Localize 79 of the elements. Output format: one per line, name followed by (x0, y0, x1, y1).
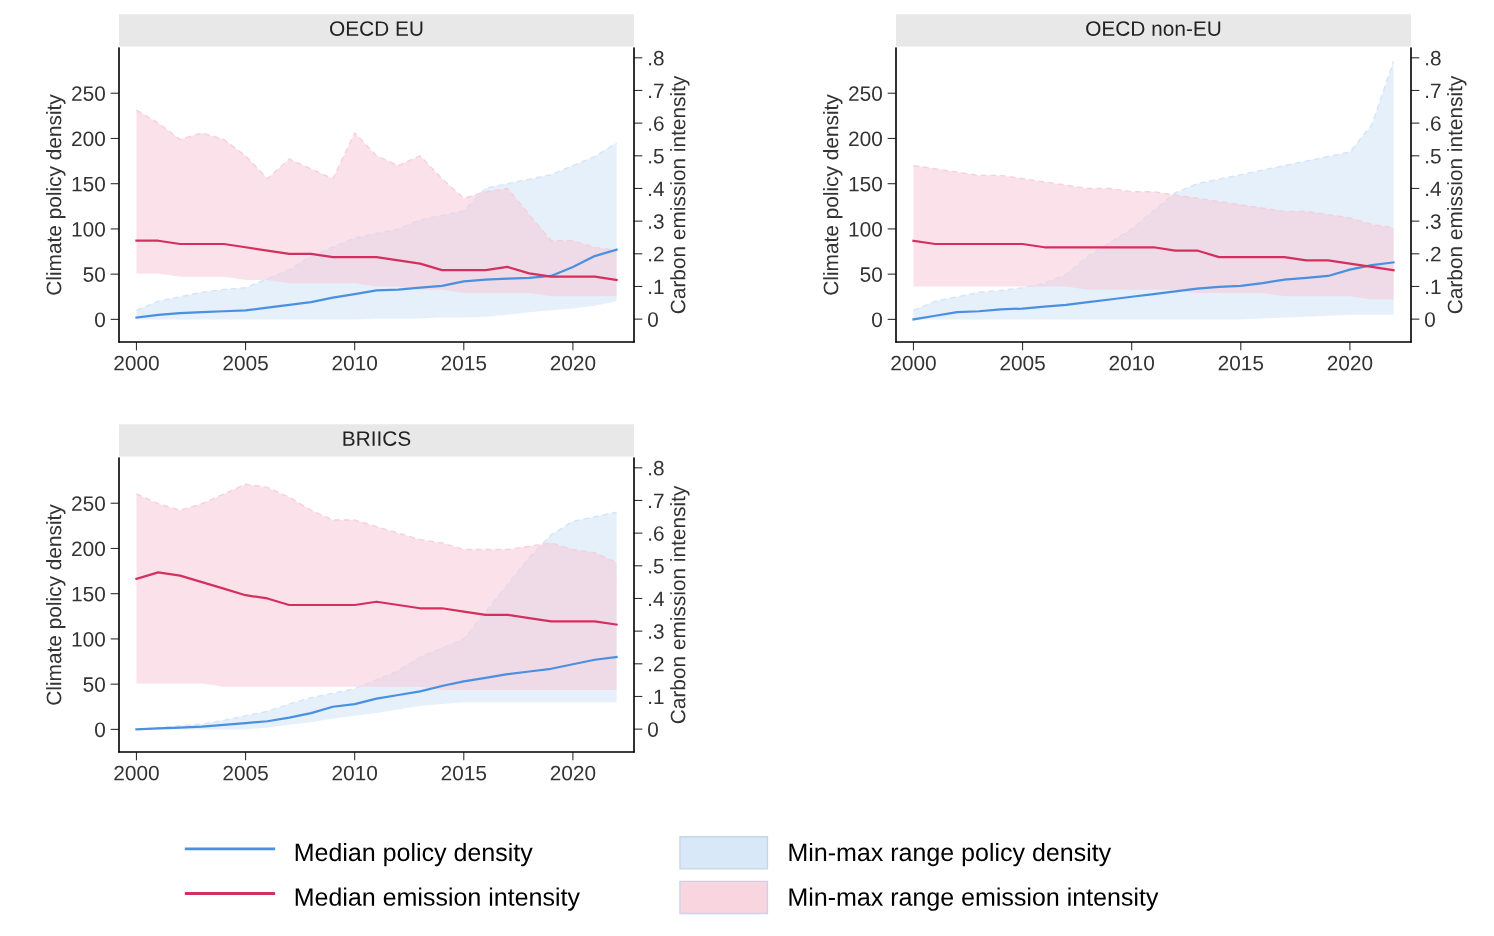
chart-title: BRIICS (343, 431, 411, 446)
x-tick-label: 2000 (891, 355, 936, 371)
x-tick-label: 2005 (223, 355, 268, 371)
legend-label: Min-max range emission intensity (789, 887, 1159, 911)
x-tick-label: 2020 (550, 355, 596, 371)
y2-tick-label: 0 (1425, 312, 1435, 327)
y2-axis-title: Carbon emission intensity (670, 75, 690, 314)
y2-axis-title: Carbon emission intensity (1447, 75, 1467, 314)
chart-title: OECD EU (330, 21, 423, 36)
legend-label: Median policy density (295, 842, 533, 867)
y2-tick-label: .8 (1426, 50, 1441, 66)
y2-tick-label: .5 (1426, 149, 1441, 164)
y2-tick-label: .8 (649, 50, 664, 66)
y2-tick-label: .5 (649, 559, 664, 574)
x-tick-label: 2015 (441, 765, 487, 781)
y2-tick-label: .5 (649, 149, 664, 164)
y2-tick-label: .2 (649, 246, 664, 262)
y-tick-label: 50 (83, 677, 105, 692)
y-tick-label: 250 (849, 86, 882, 101)
x-tick-label: 2010 (332, 355, 378, 371)
x-tick-label: 2000 (114, 355, 159, 371)
y2-tick-label: .6 (1426, 116, 1441, 131)
y2-tick-label: .6 (649, 526, 664, 541)
y2-tick-label: .7 (1426, 83, 1441, 99)
line-series (135, 248, 618, 319)
y-axis-title: Climate policy density (46, 94, 66, 295)
y2-tick-label: 0 (648, 312, 658, 327)
legend-label: Min-max range policy density (789, 842, 1112, 867)
y-tick-label: 100 (849, 221, 882, 237)
legend-label: Median emission intensity (295, 887, 580, 911)
y-tick-label: 150 (72, 586, 105, 602)
y2-tick-label: .3 (1426, 214, 1441, 229)
y-tick-label: 250 (72, 496, 105, 511)
y-axis-title: Climate policy density (46, 504, 66, 705)
line-series (135, 655, 618, 731)
y2-tick-label: .1 (649, 689, 664, 705)
y-tick-label: 100 (72, 221, 105, 237)
x-tick-label: 2015 (1218, 355, 1264, 371)
x-tick-label: 2015 (441, 355, 487, 371)
y-tick-label: 200 (72, 131, 105, 147)
y-tick-label: 250 (72, 86, 105, 101)
y-tick-label: 0 (95, 312, 105, 328)
line-series (135, 239, 618, 282)
line-series (912, 239, 1395, 272)
y2-tick-label: .3 (649, 624, 664, 639)
line-series (135, 571, 618, 626)
y2-tick-label: .4 (649, 591, 664, 607)
chart-title: OECD non-EU (1086, 21, 1221, 36)
x-tick-label: 2020 (1327, 355, 1373, 371)
y-tick-label: 150 (72, 176, 105, 192)
y-tick-label: 0 (872, 312, 882, 328)
x-tick-label: 2005 (223, 765, 268, 781)
y2-tick-label: .3 (649, 214, 664, 229)
y2-tick-label: .7 (649, 493, 664, 509)
x-tick-label: 2005 (1000, 355, 1045, 371)
y-tick-label: 50 (860, 267, 882, 282)
y2-tick-label: .4 (649, 181, 664, 197)
y2-tick-label: .1 (1426, 279, 1441, 295)
y-tick-label: 50 (83, 267, 105, 282)
y2-tick-label: .6 (649, 116, 664, 131)
y-tick-label: 150 (849, 176, 882, 192)
y2-tick-label: 0 (648, 722, 658, 737)
y-axis-title: Climate policy density (823, 94, 843, 295)
x-tick-label: 2000 (114, 765, 159, 781)
x-tick-label: 2010 (1109, 355, 1155, 371)
y-tick-label: 200 (849, 131, 882, 147)
y2-tick-label: .1 (649, 279, 664, 295)
y-tick-label: 0 (95, 722, 105, 738)
line-series (912, 261, 1395, 321)
y-tick-label: 200 (72, 541, 105, 557)
x-tick-label: 2020 (550, 765, 596, 781)
y2-tick-label: .4 (1426, 181, 1441, 197)
y2-axis-title: Carbon emission intensity (670, 485, 690, 724)
y2-tick-label: .2 (1426, 246, 1441, 262)
y2-tick-label: .2 (649, 656, 664, 672)
x-tick-label: 2010 (332, 765, 378, 781)
y2-tick-label: .8 (649, 460, 664, 476)
y2-tick-label: .7 (649, 83, 664, 99)
y-tick-label: 100 (72, 631, 105, 647)
